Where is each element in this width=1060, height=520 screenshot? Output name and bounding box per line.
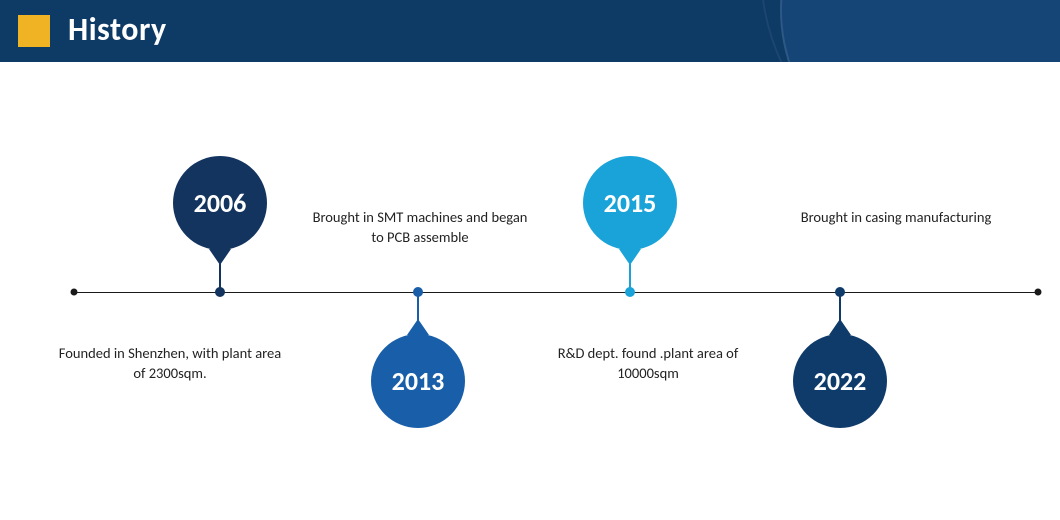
- milestone-bubble-pointer: [407, 319, 429, 335]
- timeline-axis-endcap-start: [71, 289, 78, 296]
- milestone-year-label: 2015: [583, 187, 677, 219]
- milestone-bubble: 2015: [583, 156, 677, 250]
- milestone-stem: [629, 262, 631, 292]
- milestone-bubble: 2013: [371, 334, 465, 428]
- milestone-description: Brought in casing manufacturing: [781, 208, 1011, 228]
- timeline-infographic: 2006 Founded in Shenzhen, with plant area…: [0, 62, 1060, 520]
- page-root: History 2006 Founded in Shenzhen, with pl…: [0, 0, 1060, 520]
- milestone-stem: [219, 262, 221, 292]
- milestone-year-label: 2022: [793, 365, 887, 397]
- milestone-year-label: 2013: [371, 365, 465, 397]
- header-bar: History: [0, 0, 1060, 62]
- milestone-bubble-pointer: [619, 249, 641, 265]
- milestone-bubble-pointer: [209, 249, 231, 265]
- header-accent-square: [18, 15, 50, 47]
- milestone-description: Founded in Shenzhen, with plant area of …: [55, 344, 285, 383]
- milestone-bubble-pointer: [829, 319, 851, 335]
- milestone-bubble: 2022: [793, 334, 887, 428]
- milestone-description: Brought in SMT machines and began to PCB…: [305, 208, 535, 247]
- milestone-stem: [417, 292, 419, 322]
- header-arc-decoration-outer: [760, 0, 1060, 62]
- milestone-description: R&D dept. found .plant area of 10000sqm: [533, 344, 763, 383]
- page-title: History: [68, 10, 167, 49]
- timeline-axis-endcap-end: [1035, 289, 1042, 296]
- milestone-year-label: 2006: [173, 187, 267, 219]
- milestone-stem: [839, 292, 841, 322]
- milestone-bubble: 2006: [173, 156, 267, 250]
